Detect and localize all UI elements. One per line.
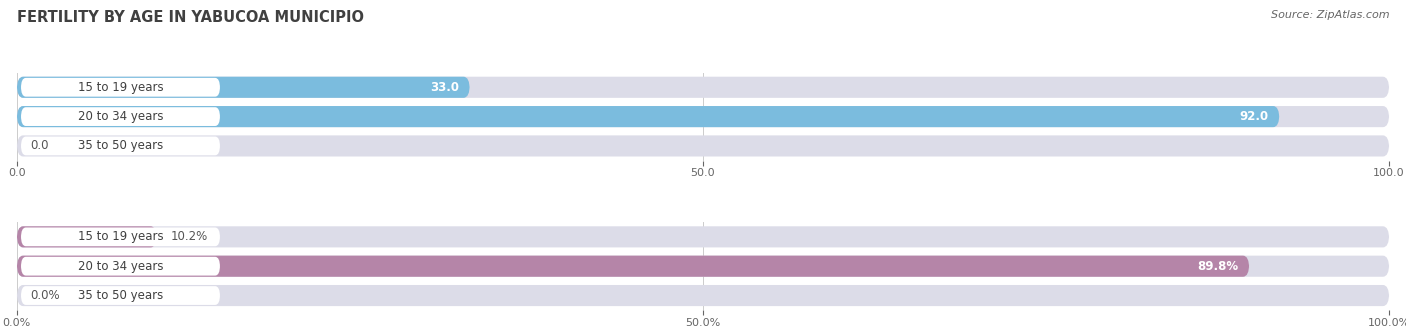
FancyBboxPatch shape <box>21 286 219 305</box>
FancyBboxPatch shape <box>21 257 219 276</box>
FancyBboxPatch shape <box>17 256 1249 277</box>
Text: 35 to 50 years: 35 to 50 years <box>77 140 163 152</box>
Text: 0.0%: 0.0% <box>31 289 60 302</box>
Text: 20 to 34 years: 20 to 34 years <box>77 260 163 273</box>
FancyBboxPatch shape <box>21 227 219 246</box>
FancyBboxPatch shape <box>21 107 219 126</box>
FancyBboxPatch shape <box>17 77 470 98</box>
Text: 33.0: 33.0 <box>430 81 458 94</box>
FancyBboxPatch shape <box>17 226 157 248</box>
FancyBboxPatch shape <box>21 137 219 155</box>
FancyBboxPatch shape <box>17 77 1389 98</box>
Text: 89.8%: 89.8% <box>1197 260 1239 273</box>
Text: 15 to 19 years: 15 to 19 years <box>77 81 163 94</box>
Text: 10.2%: 10.2% <box>170 230 208 243</box>
Text: 92.0: 92.0 <box>1239 110 1268 123</box>
Text: 20 to 34 years: 20 to 34 years <box>77 110 163 123</box>
FancyBboxPatch shape <box>17 256 1389 277</box>
FancyBboxPatch shape <box>17 226 1389 248</box>
Text: 15 to 19 years: 15 to 19 years <box>77 230 163 243</box>
FancyBboxPatch shape <box>17 135 1389 156</box>
FancyBboxPatch shape <box>17 106 1279 127</box>
FancyBboxPatch shape <box>17 106 1389 127</box>
Text: 0.0: 0.0 <box>31 140 49 152</box>
FancyBboxPatch shape <box>17 285 1389 306</box>
Text: FERTILITY BY AGE IN YABUCOA MUNICIPIO: FERTILITY BY AGE IN YABUCOA MUNICIPIO <box>17 10 364 25</box>
Text: Source: ZipAtlas.com: Source: ZipAtlas.com <box>1271 10 1389 20</box>
FancyBboxPatch shape <box>21 78 219 97</box>
Text: 35 to 50 years: 35 to 50 years <box>77 289 163 302</box>
